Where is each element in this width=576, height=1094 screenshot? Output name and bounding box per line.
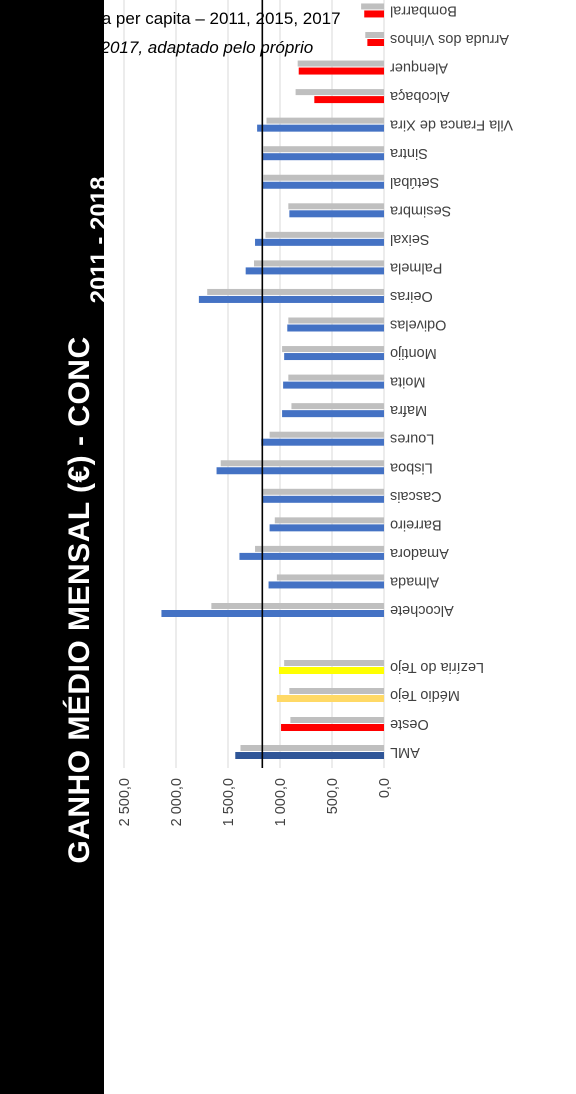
bar-2018 xyxy=(298,67,384,75)
bar-2011 xyxy=(297,60,384,67)
category-label: Bombarral xyxy=(390,2,457,18)
axis-tick-label: 0,0 xyxy=(377,778,393,798)
axis-tick-label: 2 500,0 xyxy=(117,778,133,826)
source-text-line1: 3... e compra per capita – 2011, 2015, 2… xyxy=(12,9,341,28)
source-text-line2: ...11, 2015, 2017, adaptado pelo próprio xyxy=(12,38,314,57)
bar-2011 xyxy=(289,688,384,694)
category-label: Barreiro xyxy=(390,516,442,532)
bar-2018 xyxy=(364,10,384,18)
bar-2011 xyxy=(288,203,384,210)
bar-2011 xyxy=(288,374,384,381)
bar-2011 xyxy=(263,146,384,153)
bar-2018 xyxy=(314,96,384,104)
bar-2011 xyxy=(284,660,384,666)
category-label: Lisboa xyxy=(389,459,433,475)
axis-tick-label: 1 000,0 xyxy=(273,778,289,826)
bar-2018 xyxy=(245,267,384,275)
bar-2011 xyxy=(282,346,384,353)
bar-2011 xyxy=(288,317,384,324)
bar-2018 xyxy=(284,353,384,361)
category-label: Vila Franca de Xira xyxy=(389,117,513,133)
bar-2018 xyxy=(235,752,384,759)
bar-2011 xyxy=(255,545,384,552)
bar-2018 xyxy=(161,610,384,617)
category-label: Odivelas xyxy=(390,317,446,333)
bar-2018 xyxy=(276,695,384,702)
bar-2011 xyxy=(263,174,384,181)
bar-2011 xyxy=(295,89,384,96)
category-label: Arruda dos Vinhos xyxy=(390,31,509,47)
bar-2011 xyxy=(276,574,384,581)
bar-2018 xyxy=(282,410,384,418)
category-label: Oeste xyxy=(390,716,429,732)
bar-2011 xyxy=(269,431,384,438)
bar-2018 xyxy=(262,495,384,503)
category-label: Mafra xyxy=(389,402,427,418)
bar-2011 xyxy=(207,288,384,295)
category-label: AML xyxy=(390,744,420,760)
bar-2011 xyxy=(211,603,384,609)
bar-2018 xyxy=(257,124,384,132)
category-label: Sintra xyxy=(389,145,428,161)
bar-2018 xyxy=(367,39,384,46)
category-label: Médio Tejo xyxy=(390,687,460,703)
bar-2018 xyxy=(289,210,384,218)
category-label: Alenquer xyxy=(390,60,448,76)
category-label: Setúbal xyxy=(390,174,439,190)
category-label: Alcochete xyxy=(390,602,454,618)
bar-2011 xyxy=(361,3,384,10)
bar-2018 xyxy=(255,238,384,246)
bar-2011 xyxy=(365,32,384,38)
bar-2018 xyxy=(262,181,384,189)
category-label: Montijo xyxy=(390,345,437,361)
bar-2018 xyxy=(281,724,384,731)
category-label: Loures xyxy=(390,431,434,447)
bar-2018 xyxy=(261,438,384,446)
bar-2018 xyxy=(262,153,384,161)
category-label: Oeiras xyxy=(390,288,433,304)
bar-2018 xyxy=(268,581,384,589)
title-band xyxy=(0,0,104,1094)
bar-2011 xyxy=(262,488,384,495)
axis-tick-label: 2 000,0 xyxy=(169,778,185,826)
bar-2011 xyxy=(266,117,384,124)
axis-tick-label: 500,0 xyxy=(325,778,341,814)
bar-2011 xyxy=(240,745,384,751)
bar-2011 xyxy=(274,517,384,524)
category-label: Alcobaça xyxy=(389,88,450,104)
category-label: Palmela xyxy=(389,259,442,275)
category-label: Almada xyxy=(389,573,439,589)
bar-2018 xyxy=(216,467,384,475)
category-label: Amadora xyxy=(389,545,449,561)
bar-2011 xyxy=(291,403,384,410)
bar-2011 xyxy=(265,231,384,238)
category-label: Moita xyxy=(389,374,425,390)
category-label: Sesimbra xyxy=(389,202,451,218)
bar-2018 xyxy=(239,552,384,560)
category-label: Cascais xyxy=(390,488,442,504)
category-label: Seixal xyxy=(390,231,430,247)
bar-2011 xyxy=(220,460,384,467)
bar-2018 xyxy=(287,324,384,332)
bar-2011 xyxy=(254,260,384,267)
bar-2018 xyxy=(283,381,384,389)
bar-2011 xyxy=(290,717,384,723)
bar-2018 xyxy=(269,524,384,532)
category-label: Lezíria do Tejo xyxy=(390,659,484,675)
bar-2018 xyxy=(198,295,384,303)
axis-tick-label: 1 500,0 xyxy=(221,778,237,826)
bar-2018 xyxy=(278,667,384,674)
